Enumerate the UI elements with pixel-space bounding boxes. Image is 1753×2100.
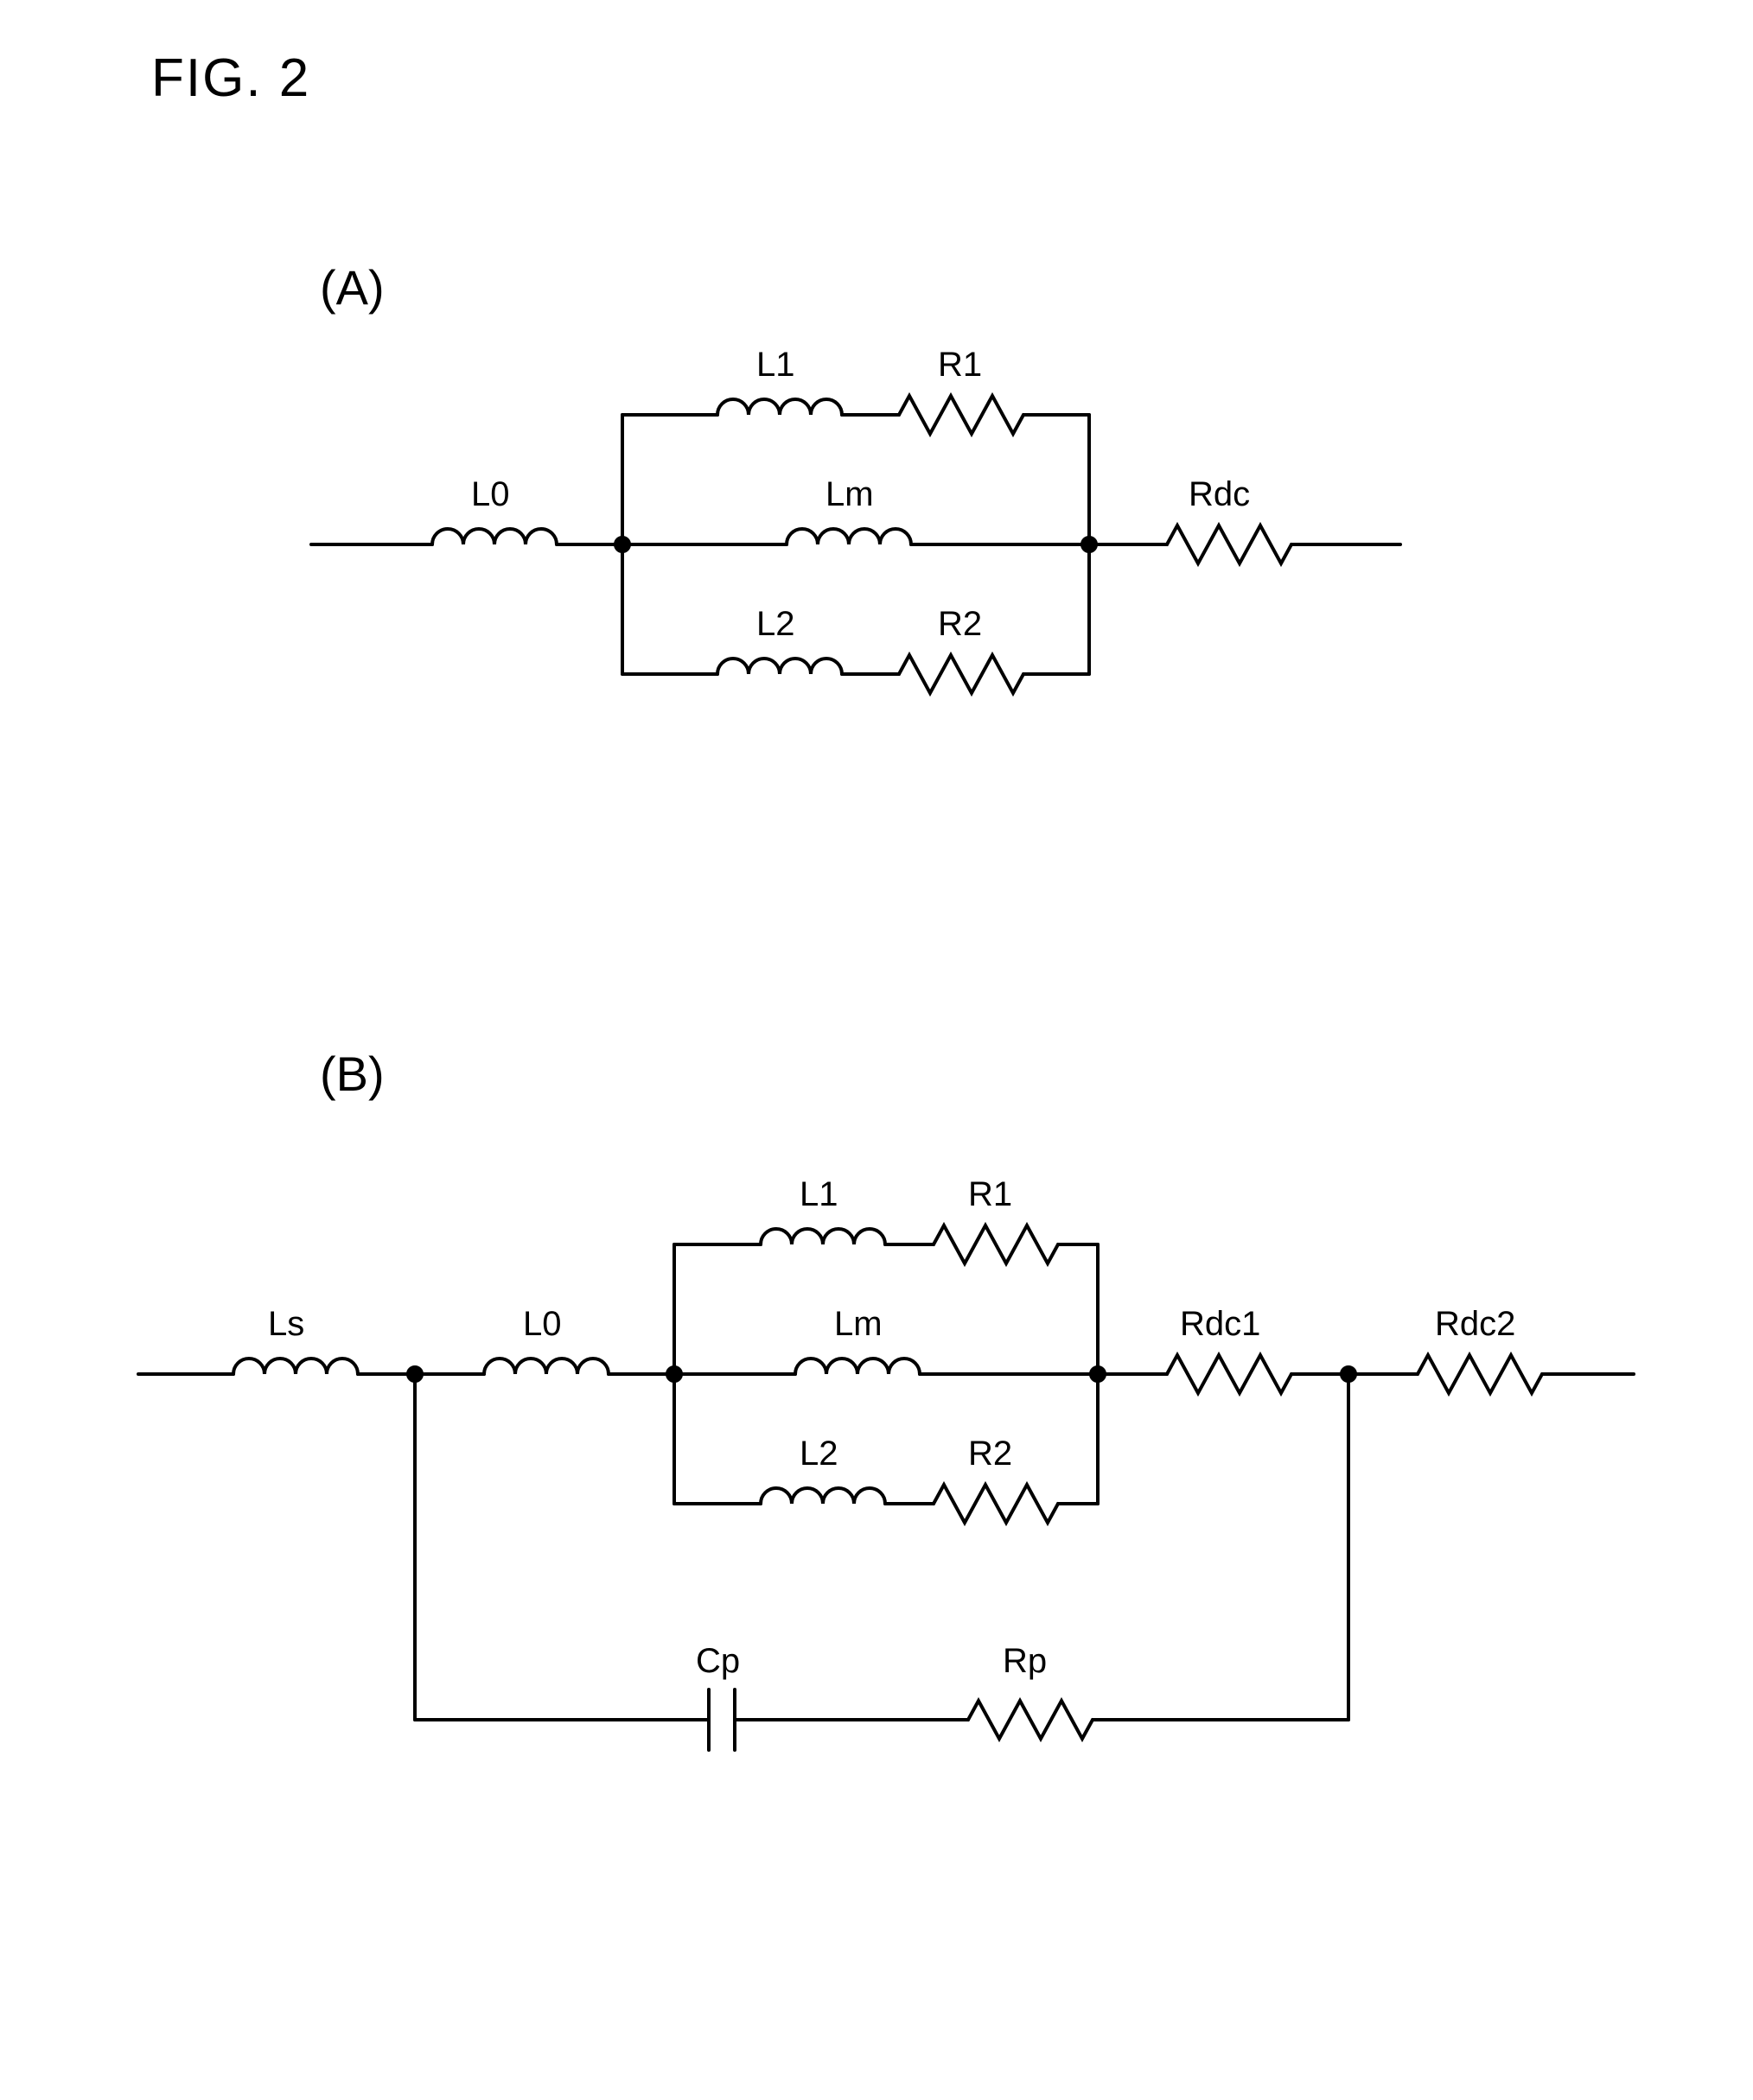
label-R1b: R1 <box>968 1175 1012 1213</box>
label-Rdc1: Rdc1 <box>1180 1305 1260 1343</box>
label-Lmb: Lm <box>834 1305 883 1343</box>
label-L0: L0 <box>471 475 510 513</box>
label-R2: R2 <box>938 605 982 643</box>
label-L0b: L0 <box>523 1305 562 1343</box>
label-L1b: L1 <box>800 1175 838 1213</box>
figure-title: FIG. 2 <box>151 48 310 109</box>
label-L2b: L2 <box>800 1435 838 1473</box>
panel-b-label: (B) <box>320 1046 385 1102</box>
label-Lm: Lm <box>826 475 874 513</box>
label-R2b: R2 <box>968 1435 1012 1473</box>
label-Ls: Ls <box>268 1305 304 1343</box>
label-Cp: Cp <box>696 1642 740 1680</box>
circuit-a: L0 Lm L1 R1 L2 R2 Rdc <box>259 320 1469 769</box>
label-L2: L2 <box>756 605 795 643</box>
label-R1: R1 <box>938 346 982 384</box>
label-Rdc: Rdc <box>1189 475 1250 513</box>
label-L1: L1 <box>756 346 795 384</box>
label-Rp: Rp <box>1003 1642 1047 1680</box>
circuit-b: Ls L0 Lm L1 R1 L2 R2 Rdc1 Rdc2 Cp Rp <box>104 1115 1660 1893</box>
label-Rdc2: Rdc2 <box>1435 1305 1515 1343</box>
figure-page: FIG. 2 (A) <box>0 0 1753 2100</box>
panel-a-label: (A) <box>320 259 385 315</box>
